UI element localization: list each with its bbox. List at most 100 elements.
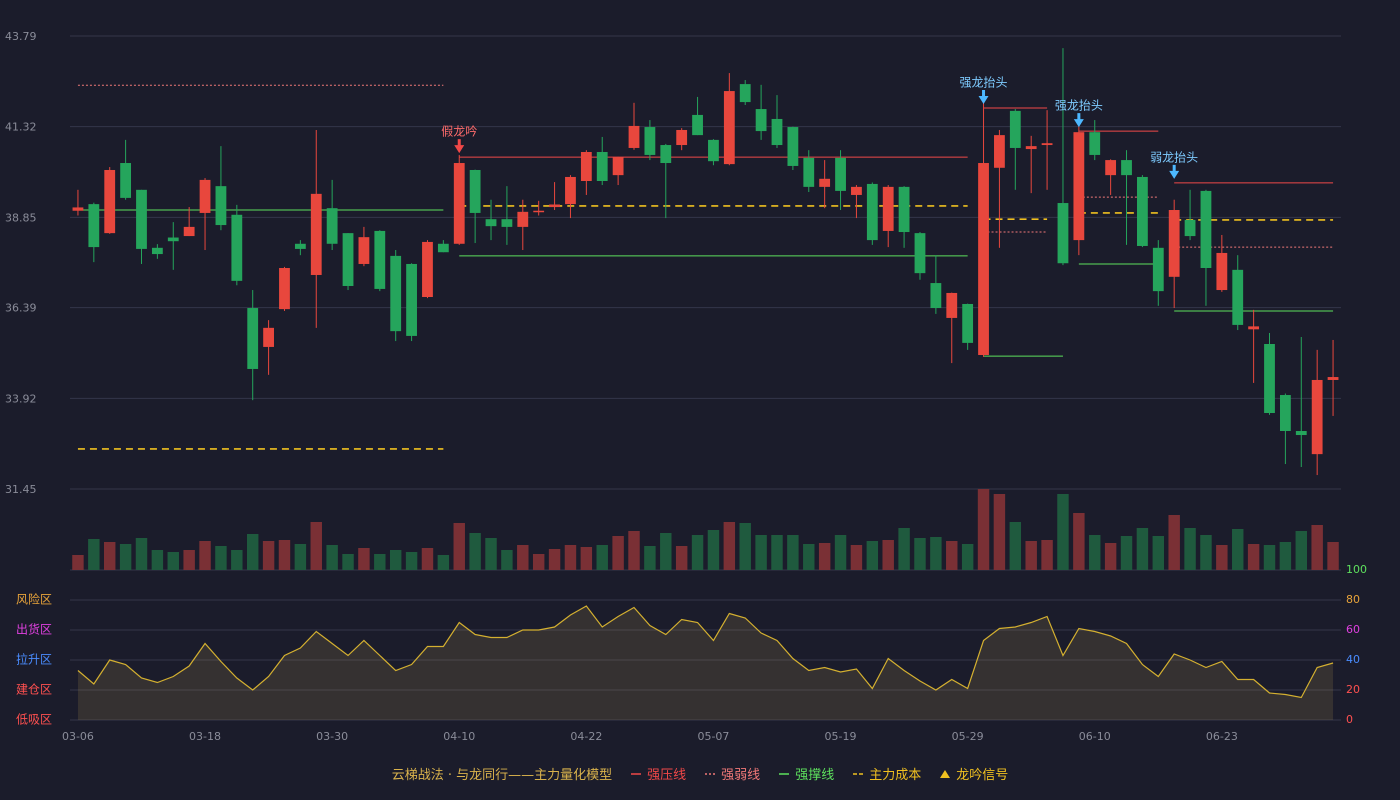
candle-body [1327, 377, 1339, 380]
x-tick-label: 05-19 [825, 730, 857, 743]
zone-label: 出货区 [16, 622, 52, 637]
x-tick-label: 05-29 [952, 730, 984, 743]
legend-label: 强压线 [647, 768, 687, 783]
candle-body [263, 327, 274, 347]
signal-label: 强龙抬头 [960, 75, 1008, 89]
candle-body [469, 169, 481, 213]
candle-body [866, 183, 878, 241]
candle-body [199, 179, 211, 213]
candle-body [1279, 395, 1291, 431]
candle-body [755, 109, 767, 132]
signal-arrow [454, 139, 465, 154]
volume-bar [1263, 545, 1276, 570]
candle-body [628, 125, 640, 148]
candle-body [580, 152, 592, 182]
candle-body [247, 308, 259, 369]
y-tick-label: 41.32 [5, 121, 37, 134]
volume-bar [501, 550, 513, 570]
candle-body [1295, 430, 1307, 436]
y2-tick-label: 100 [1346, 563, 1367, 576]
candle-body [104, 169, 116, 234]
candle-body [1200, 190, 1212, 269]
candle-body [1168, 210, 1180, 277]
candle-body [342, 233, 354, 286]
candle-body [501, 219, 513, 227]
volume-bar [1089, 535, 1101, 570]
y-tick-label: 36.39 [5, 302, 37, 315]
volume-bar [517, 545, 529, 570]
candle-body [676, 129, 688, 146]
volume-bar [135, 538, 148, 570]
x-tick-label: 04-22 [570, 730, 602, 743]
volume-bar [755, 535, 767, 570]
volume-bar [1216, 545, 1228, 570]
volume-bar [564, 545, 577, 570]
volume-bar [389, 550, 402, 570]
volume-bar [1025, 541, 1037, 570]
candle-body [549, 204, 560, 208]
volume-bar [485, 538, 497, 570]
candle-body [533, 210, 545, 213]
volume-bar [453, 523, 465, 570]
volume-bar [1200, 535, 1212, 570]
signal-label: 弱龙抬头 [1150, 150, 1198, 164]
volume-bar [199, 541, 211, 570]
volume-bar [977, 489, 990, 570]
volume-bar [1232, 529, 1244, 570]
legend-label: 龙吟信号 [956, 768, 1009, 783]
volume-bar [787, 535, 799, 570]
x-tick-label: 06-23 [1206, 730, 1238, 743]
candle-body [692, 114, 703, 136]
y2-tick-label: 20 [1346, 683, 1360, 696]
legend-label: 强撑线 [795, 768, 835, 783]
volume-bar [660, 533, 672, 570]
candle-body [120, 163, 132, 198]
volume-bar [866, 541, 879, 570]
x-tick-label: 06-10 [1079, 730, 1111, 743]
zone-label: 风险区 [16, 592, 52, 607]
volume-bar [532, 554, 545, 570]
candle-body [1009, 110, 1021, 148]
volume-bar [278, 540, 291, 570]
legend-icon [853, 772, 864, 775]
x-tick-label: 03-18 [189, 730, 221, 743]
legend-item: 主力成本 [852, 764, 921, 783]
volume-bar [675, 546, 688, 570]
candle-body [167, 237, 179, 242]
volume-bar [930, 537, 942, 570]
candle-body [1184, 219, 1196, 237]
volume-bar [834, 535, 847, 570]
signal-arrow [1073, 113, 1084, 128]
volume-bar [818, 543, 831, 570]
legend-item: 强弱线 [704, 764, 760, 783]
volume-bar [548, 549, 561, 570]
volume-bar [310, 522, 322, 570]
x-tick-label: 05-07 [697, 730, 729, 743]
y-tick-label: 33.92 [5, 392, 37, 405]
volume-bar [1136, 528, 1149, 570]
legend-icon [940, 769, 951, 778]
signal-arrow [978, 89, 989, 104]
candle-body [485, 219, 497, 227]
candle-body [326, 208, 338, 244]
candle-body [151, 247, 163, 255]
legend-icon [705, 772, 716, 775]
candle-body [72, 207, 84, 211]
volume-bar [421, 548, 434, 570]
volume-bar [215, 546, 227, 570]
volume-bar [739, 523, 751, 570]
candle-body [565, 176, 576, 205]
candle-body [803, 157, 815, 187]
volume-bar [231, 550, 243, 570]
volume-bar [1184, 528, 1196, 570]
y2-tick-label: 60 [1346, 623, 1360, 636]
candle-body [723, 91, 735, 165]
candle-body [1025, 146, 1037, 150]
candle-body [390, 255, 402, 332]
volume-bar [358, 548, 370, 570]
legend-marker [940, 769, 951, 778]
volume-bar [374, 554, 386, 570]
y2-tick-label: 40 [1346, 653, 1360, 666]
candle-body [851, 186, 862, 195]
candle-body [1248, 326, 1260, 330]
